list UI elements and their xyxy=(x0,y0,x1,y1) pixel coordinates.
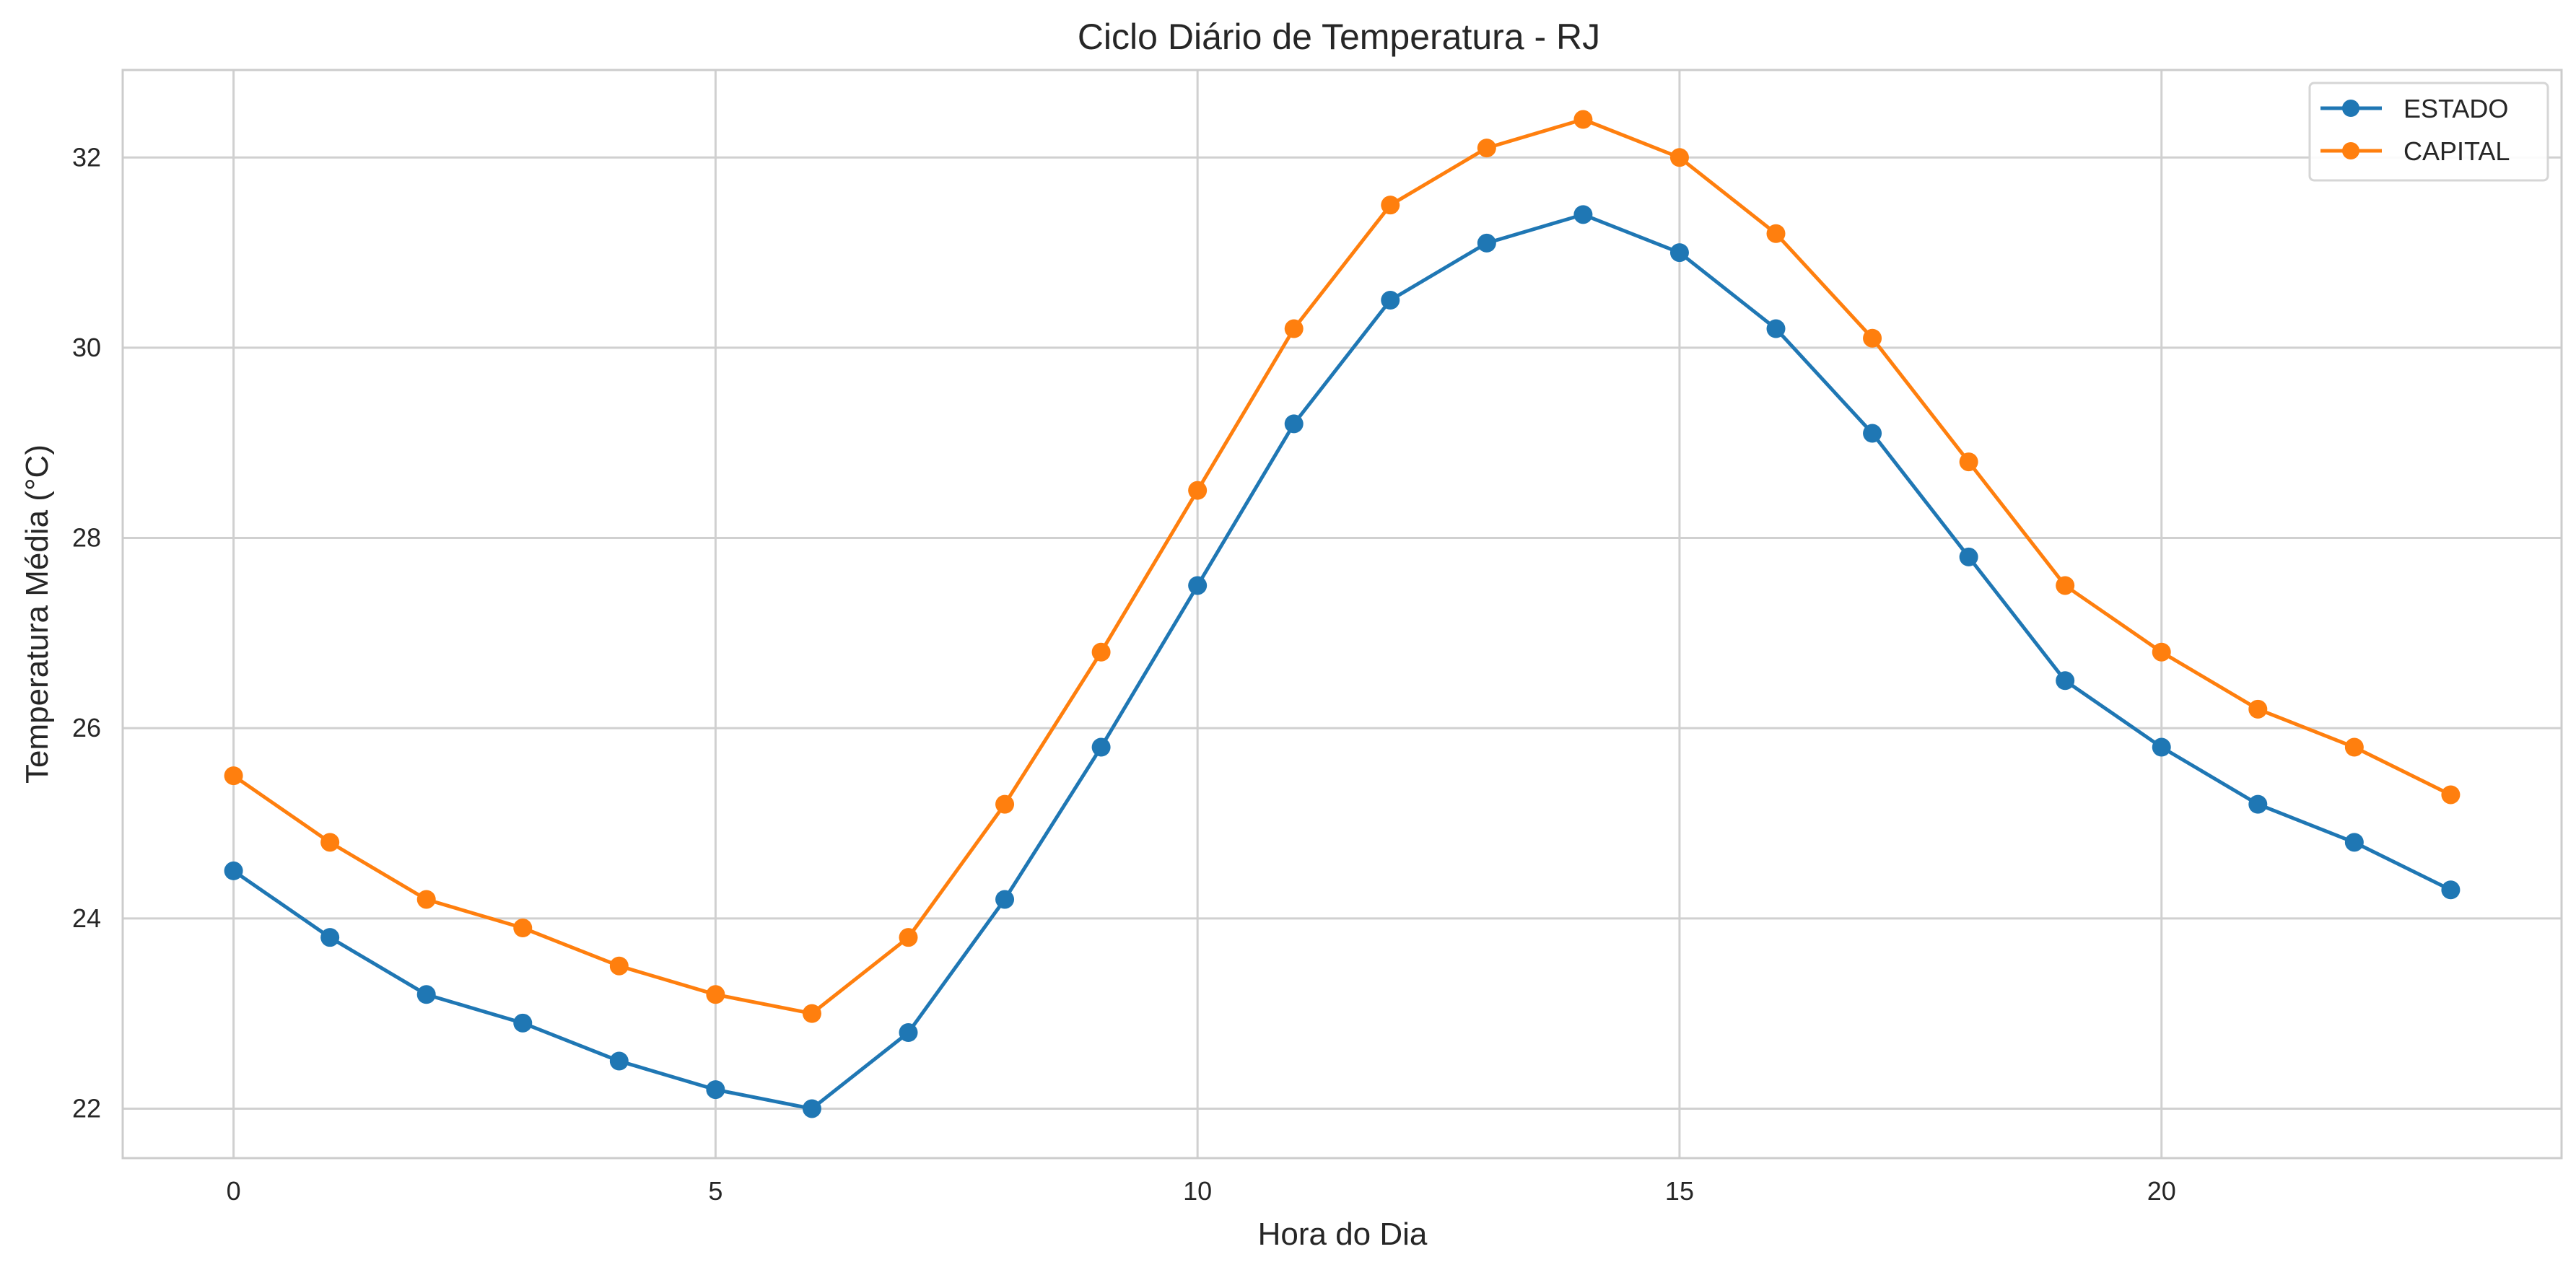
tick-labels: 0 5 10 15 20 22 24 26 28 30 32 xyxy=(72,142,2176,1206)
series-estado xyxy=(224,205,2461,1118)
x-tick-label: 15 xyxy=(1665,1176,1694,1206)
data-point-estado xyxy=(416,985,436,1004)
data-point-capital xyxy=(1959,452,1978,472)
data-point-capital xyxy=(1573,110,1593,129)
data-point-estado xyxy=(802,1099,821,1118)
series-line-capital xyxy=(232,118,2452,1016)
series-layer xyxy=(224,110,2461,1118)
legend-marker-estado xyxy=(2342,100,2359,117)
data-point-estado xyxy=(1669,243,1689,263)
data-point-estado xyxy=(1188,576,1208,595)
data-point-capital xyxy=(416,890,436,909)
data-point-capital xyxy=(2248,699,2268,719)
data-point-estado xyxy=(995,890,1015,909)
data-point-capital xyxy=(2152,642,2171,662)
data-point-capital xyxy=(2344,737,2364,757)
chart-title: Ciclo Diário de Temperatura - RJ xyxy=(1078,17,1600,57)
y-tick-label: 30 xyxy=(72,333,101,362)
data-point-capital xyxy=(1381,196,1400,215)
data-point-capital xyxy=(224,766,243,786)
data-point-estado xyxy=(1477,233,1496,253)
legend-label-estado: ESTADO xyxy=(2403,94,2508,123)
data-point-estado xyxy=(513,1013,533,1033)
data-point-capital xyxy=(2441,785,2461,805)
data-point-capital xyxy=(320,833,340,852)
series-capital xyxy=(224,110,2461,1023)
data-point-capital xyxy=(1284,319,1304,338)
data-point-capital xyxy=(899,928,918,947)
legend-marker-capital xyxy=(2342,142,2359,159)
y-tick-label: 28 xyxy=(72,523,101,553)
data-point-capital xyxy=(1863,328,1882,348)
data-point-capital xyxy=(802,1004,821,1023)
data-point-estado xyxy=(1381,291,1400,310)
data-point-estado xyxy=(609,1051,629,1071)
y-tick-label: 26 xyxy=(72,713,101,742)
data-point-capital xyxy=(609,956,629,976)
series-line-estado xyxy=(232,212,2452,1110)
data-point-capital xyxy=(513,919,533,937)
data-point-estado xyxy=(2248,794,2268,814)
data-point-estado xyxy=(2152,737,2171,757)
data-point-estado xyxy=(2441,880,2461,900)
data-point-estado xyxy=(2344,833,2364,852)
data-point-estado xyxy=(320,928,340,947)
legend-label-capital: CAPITAL xyxy=(2403,136,2510,166)
data-point-estado xyxy=(1091,737,1111,757)
data-point-capital xyxy=(995,794,1015,814)
x-axis-label: Hora do Dia xyxy=(1258,1217,1428,1252)
data-point-estado xyxy=(706,1080,725,1100)
data-point-estado xyxy=(1573,205,1593,224)
x-tick-label: 10 xyxy=(1183,1176,1212,1206)
data-point-estado xyxy=(224,861,243,880)
data-point-estado xyxy=(1863,424,1882,443)
data-point-capital xyxy=(1766,224,1786,243)
data-point-capital xyxy=(1188,481,1208,500)
data-point-capital xyxy=(2056,576,2075,595)
grid-lines xyxy=(123,70,2562,1158)
data-point-capital xyxy=(706,985,725,1004)
x-tick-label: 20 xyxy=(2147,1176,2176,1206)
x-tick-label: 0 xyxy=(227,1176,241,1206)
y-axis-label: Temperatura Média (°C) xyxy=(19,444,55,784)
data-point-estado xyxy=(1284,414,1304,434)
data-point-capital xyxy=(1669,148,1689,167)
y-tick-label: 32 xyxy=(72,142,101,172)
legend: ESTADO CAPITAL xyxy=(2308,82,2549,182)
plot-frame xyxy=(121,69,2563,1160)
data-point-estado xyxy=(1959,547,1978,566)
data-point-estado xyxy=(1766,319,1786,338)
data-point-capital xyxy=(1477,139,1496,158)
y-tick-label: 22 xyxy=(72,1093,101,1123)
x-tick-label: 5 xyxy=(708,1176,722,1206)
data-point-capital xyxy=(1091,642,1111,662)
data-point-estado xyxy=(2056,671,2075,691)
data-point-estado xyxy=(899,1023,918,1042)
y-tick-label: 24 xyxy=(72,903,101,933)
